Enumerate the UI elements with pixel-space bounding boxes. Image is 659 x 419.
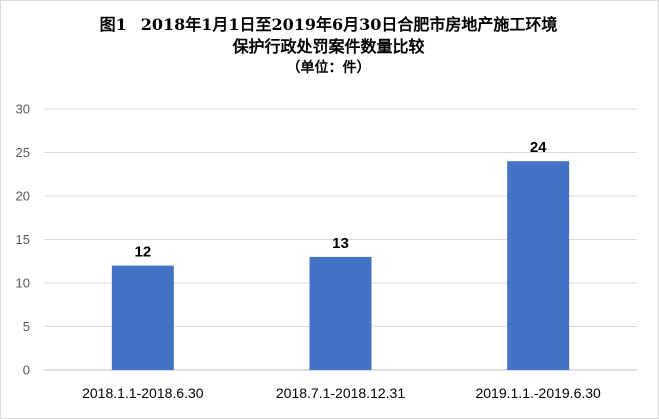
bar (507, 161, 570, 370)
y-tick-label: 25 (16, 145, 30, 160)
y-tick-label: 15 (16, 232, 30, 247)
bar (111, 265, 174, 370)
y-tick-label: 0 (23, 363, 30, 378)
y-tick-label: 20 (16, 189, 30, 204)
data-label: 24 (530, 139, 547, 156)
figure-number: 图1 (99, 15, 127, 34)
chart-title-line-2: 保护行政处罚案件数量比较 (232, 37, 425, 56)
chart-title-block: 图1 2018年1月1日至2019年6月30日合肥市房地产施工环境 保护行政处罚案… (0, 14, 657, 78)
chart-title-line-1: 图1 2018年1月1日至2019年6月30日合肥市房地产施工环境 (0, 14, 657, 36)
y-tick-label: 10 (16, 276, 30, 291)
x-category-label: 2018.7.1-2018.12.31 (276, 385, 405, 401)
bar (309, 256, 372, 370)
data-label: 13 (332, 235, 349, 252)
chart-unit-label: （单位：件） (286, 60, 371, 76)
x-category-label: 2019.1.1.-2019.6.30 (475, 385, 601, 401)
x-category-label: 2018.1.1-2018.6.30 (82, 385, 204, 401)
chart-title-text: 2018年1月1日至2019年6月30日合肥市房地产施工环境 (140, 15, 558, 34)
y-tick-label: 5 (23, 319, 30, 334)
y-tick-label: 30 (16, 102, 30, 117)
data-label: 12 (134, 244, 151, 261)
